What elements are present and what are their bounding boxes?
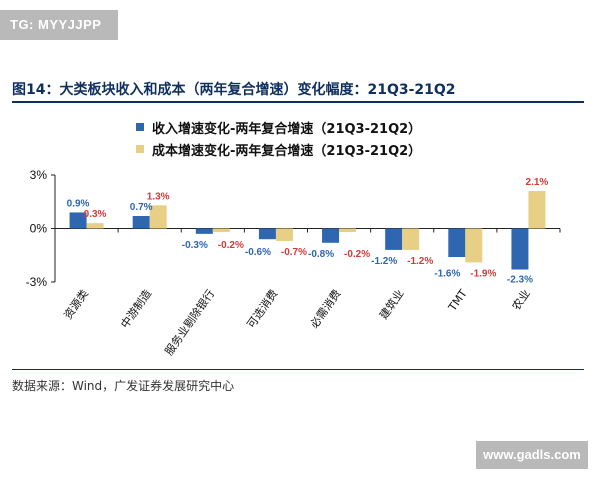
bar-cost [212,228,230,233]
y-tick-label: 0% [30,222,48,236]
legend-item-cost: 成本增速变化-两年复合增速（21Q3-21Q2） [136,138,421,160]
bar-revenue [258,228,276,240]
data-label-revenue: -0.8% [308,249,334,260]
figure-title: 图14：大类板块收入和成本（两年复合增速）变化幅度：21Q3-21Q2 [12,82,456,98]
x-category-label: TMT [445,287,470,314]
x-category-label: 中游制造 [117,287,154,331]
x-category-label: 农业 [509,287,533,313]
bar-cost [339,228,357,233]
watermark-top: TG: MYYJJPP [0,10,118,40]
data-label-cost: -0.2% [344,249,370,260]
data-label-cost: 0.3% [84,209,107,220]
bar-revenue [322,228,340,243]
legend-label-revenue: 收入增速变化-两年复合增速（21Q3-21Q2） [152,121,422,137]
x-category-label: 可选消费 [244,287,281,331]
title-divider [12,101,584,103]
legend-swatch-cost [136,145,144,153]
bar-revenue [195,228,213,234]
x-category-label: 建筑业 [376,287,406,322]
bar-revenue [132,216,150,229]
y-tick-label: 3% [30,168,48,182]
data-label-revenue: -2.3% [507,275,533,286]
data-label-cost: -0.2% [218,240,244,251]
y-tick-label: -3% [26,275,48,289]
data-label-revenue: 0.7% [130,202,153,213]
data-label-revenue: -0.3% [182,240,208,251]
bar-revenue [385,228,403,250]
bar-cost [465,228,483,263]
data-label-cost: -1.2% [407,256,433,267]
legend-swatch-revenue [136,123,144,131]
watermark-bottom: www.gadls.com [476,441,588,469]
chart-legend: 收入增速变化-两年复合增速（21Q3-21Q2） 成本增速变化-两年复合增速（2… [136,116,421,160]
x-category-label: 服务业剔除银行 [162,287,218,358]
data-label-revenue: -0.6% [245,247,271,258]
data-label-cost: -0.7% [281,247,307,258]
bar-chart: 3% 0% -3% 0.9%0.3% 资源类 0.7%1.3% 中游制造 -0.3% -0.2%… [26,168,561,358]
bar-revenue [69,212,87,229]
data-label-revenue: -1.2% [371,256,397,267]
bar-cost [149,205,167,229]
x-category-label: 必需消费 [307,287,344,331]
data-label-cost: 1.3% [147,191,170,202]
bar-cost [402,228,420,250]
bar-cost [86,223,104,229]
data-label-cost: -1.9% [470,268,496,279]
source-note: 数据来源：Wind，广发证券发展研究中心 [12,379,235,393]
data-label-cost: 2.1% [526,177,549,188]
legend-label-cost: 成本增速变化-两年复合增速（21Q3-21Q2） [152,143,422,159]
bar-cost [275,228,293,241]
x-category-label: 资源类 [61,287,91,322]
bar-revenue [511,228,529,270]
source-divider [12,369,584,370]
legend-item-revenue: 收入增速变化-两年复合增速（21Q3-21Q2） [136,116,421,138]
data-label-revenue: -1.6% [434,268,460,279]
bar-cost [528,191,546,229]
data-label-revenue: 0.9% [67,198,90,209]
bar-revenue [448,228,466,258]
